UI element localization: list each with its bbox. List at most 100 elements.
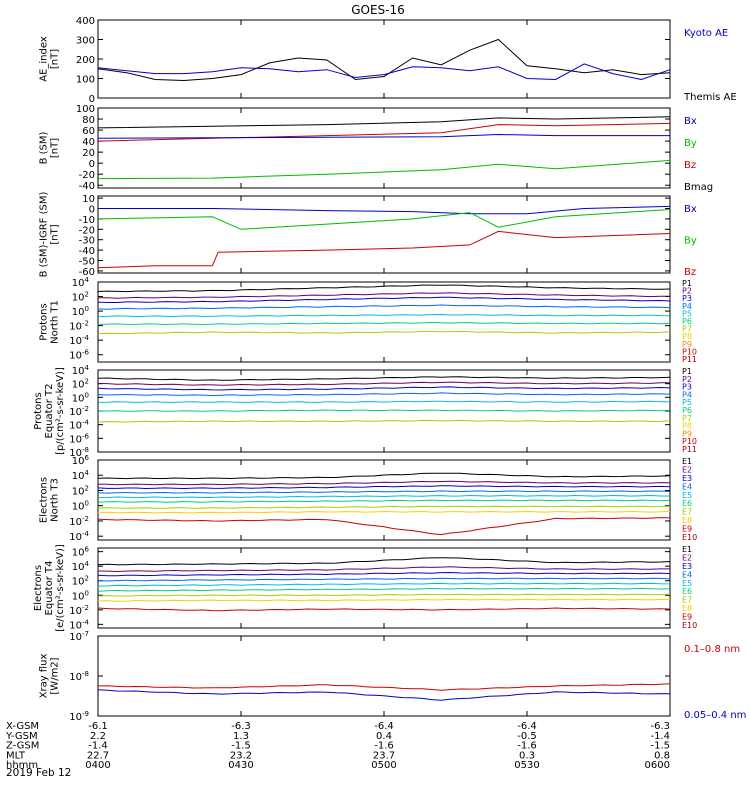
y-axis-label: [nT] [50, 49, 61, 69]
series-line-e5 [97, 494, 670, 499]
legend-item: P3 [682, 383, 692, 392]
ephemeris-row-label: MLT [6, 750, 26, 761]
series-line-e6 [97, 587, 671, 592]
legend-item: P11 [682, 355, 697, 364]
ephemeris-value: -1.6 [374, 741, 394, 752]
date-label: 2019 Feb 12 [6, 767, 71, 779]
y-tick-label: 0 [89, 94, 95, 105]
panel-frame [97, 459, 671, 541]
y-tick-label: 10-2 [69, 320, 89, 333]
series-line-bx [98, 205, 671, 215]
ephemeris-row-label: Z-GSM [6, 741, 39, 752]
ephemeris-table: X-GSM -6.1 -6.3 -6.4 -6.4 -6.3Y-GSM 2.2 1.3 0.4-… [5, 721, 670, 771]
y-tick-label: 104 [72, 364, 90, 377]
plot-title: GOES-16 [351, 3, 405, 17]
y-tick-label: 80 [82, 115, 95, 126]
series-line-p5 [97, 400, 670, 403]
y-tick-label: 10-2 [69, 405, 89, 418]
ephemeris-value: -6.4 [374, 721, 394, 732]
legend-item: P10 [682, 347, 697, 356]
y-tick-label: 10-2 [69, 515, 89, 528]
series-line-e1 [97, 472, 671, 480]
series-line-p4 [97, 392, 671, 397]
legend-item: E4 [682, 570, 692, 579]
ephemeris-value: -1.6 [517, 741, 537, 752]
series-line-p4 [97, 304, 671, 310]
series-line-e8 [97, 598, 671, 602]
y-tick-label: 300 [76, 36, 95, 47]
legend-item: Bz [684, 267, 696, 278]
y-tick-label: 100 [72, 391, 89, 404]
series-line-e2 [97, 566, 670, 573]
legend-item: E3 [682, 474, 692, 483]
series-line-0-1-0-8-nm [97, 683, 671, 691]
series-line-e9 [97, 517, 671, 536]
y-tick-label: -60 [79, 267, 95, 278]
legend-item: Kyoto AE [684, 28, 728, 39]
series-line-e3 [97, 485, 671, 490]
series-line-0-05-0-4-nm [97, 689, 671, 701]
legend-item: E1 [682, 545, 692, 554]
legend-item: Bx [684, 204, 697, 215]
ephemeris-value: 0.3 [519, 750, 535, 761]
y-axis-label: Electrons [39, 477, 50, 523]
legend-item: E9 [682, 525, 692, 534]
ephemeris-value: 0.4 [376, 731, 392, 742]
y-axis-label: B (SM)-IGRF (SM) [39, 192, 50, 278]
panel-frame [97, 19, 671, 99]
ephemeris-value: -6.3 [650, 721, 670, 732]
y-tick-label: 10-8 [69, 670, 89, 683]
y-axis-label: [nT] [50, 138, 61, 158]
y-tick-label: 100 [72, 500, 89, 513]
legend-item: P4 [682, 390, 692, 399]
legend-item: Bmag [684, 182, 713, 193]
legend-item: By [684, 236, 697, 247]
legend-item: P5 [682, 309, 692, 318]
legend-item: E10 [682, 621, 697, 630]
legend-item: P6 [682, 317, 692, 326]
series-line-bz [97, 230, 671, 269]
ephemeris-value: 0400 [85, 760, 110, 771]
series-line-p5 [98, 313, 671, 318]
legend-item: P1 [682, 279, 692, 288]
legend-item: P8 [682, 422, 692, 431]
series-line-e8 [98, 510, 671, 514]
series-line-bz [97, 122, 671, 142]
series-line-e7 [97, 505, 671, 509]
series-line-kyoto-ae [97, 63, 671, 81]
series-line-e5 [97, 582, 671, 587]
legend-item: E8 [682, 604, 692, 613]
y-tick-label: 10-4 [69, 334, 89, 347]
series-line-p1 [97, 376, 671, 381]
legend-item: E2 [682, 465, 692, 474]
ephemeris-value: -1.4 [650, 731, 670, 742]
series-line-p2 [97, 292, 671, 299]
legend-item: Bz [684, 160, 696, 171]
legend-item: 0.05–0.4 nm [684, 710, 746, 721]
legend-item: P1 [682, 367, 692, 376]
series-line-p3 [97, 296, 671, 303]
y-tick-label: 0 [89, 159, 95, 170]
ephemeris-value: 0530 [514, 760, 539, 771]
legend-item: E5 [682, 491, 692, 500]
series-line-by [97, 209, 671, 230]
legend-item: Bx [684, 116, 697, 127]
y-tick-label: 10-6 [69, 349, 89, 362]
y-tick-label: 10-9 [69, 710, 89, 723]
y-axis-label: Protons [39, 303, 50, 340]
series-line-e9 [97, 607, 671, 612]
ephemeris-value: -6.4 [517, 721, 537, 732]
legend-item: P9 [682, 340, 692, 349]
legend-item: P5 [682, 398, 692, 407]
legend-item: E10 [682, 533, 697, 542]
series-line-p1 [97, 284, 671, 293]
y-axis-label: Xray flux [39, 654, 50, 699]
ephemeris-value: -6.3 [231, 721, 251, 732]
y-tick-label: -40 [79, 181, 95, 192]
